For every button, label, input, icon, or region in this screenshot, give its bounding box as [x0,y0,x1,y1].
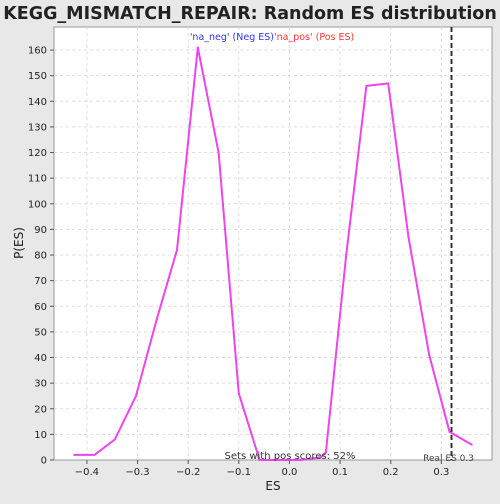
x-tick-label: −0.2 [176,467,200,478]
es-data-point [407,236,410,239]
y-tick-label: 50 [34,327,47,338]
es-data-point [319,456,322,459]
x-tick-label: 0.0 [282,467,298,478]
es-data-point [258,459,261,461]
y-tick-label: 110 [28,174,47,185]
es-data-point [387,82,390,85]
legend-pos-label: 'na_pos' (Pos ES) [274,32,354,43]
es-data-point [448,430,451,433]
y-tick-label: 120 [28,148,47,159]
x-tick-label: 0.3 [433,467,449,478]
es-data-point [345,254,348,257]
y-tick-label: 40 [34,353,47,364]
real-es-label: Real ES 0.3 [423,454,474,464]
y-tick-label: 0 [41,456,47,467]
plot-area [53,26,493,461]
y-axis-label: P(ES) [12,227,26,259]
es-data-point [217,151,220,154]
y-tick-label: 10 [34,430,47,441]
es-data-point [93,453,96,456]
es-data-point [279,459,282,461]
tick-layer: 0 10 20 30 40 50 60 70 80 90 100 110 120 130 140 150 160… [28,46,449,478]
legend-neg-label: 'na_neg' (Neg ES) [190,32,274,43]
x-tick-label: 0.2 [383,467,399,478]
y-tick-label: 100 [28,199,47,210]
x-tick-label: −0.4 [75,467,99,478]
chart-title: KEGG_MISMATCH_REPAIR: Random ES distribu… [3,4,497,24]
y-tick-label: 140 [28,97,47,108]
es-data-point [73,453,76,456]
y-tick-label: 80 [34,251,47,262]
es-data-point [135,394,138,397]
es-data-point [113,438,116,441]
y-tick-label: 160 [28,46,47,57]
y-tick-label: 90 [34,225,47,236]
es-data-point [299,459,302,461]
es-data-point [176,248,179,251]
es-data-point [155,318,158,321]
y-tick-label: 130 [28,122,47,133]
es-data-point [237,392,240,395]
es-data-point [324,451,327,454]
y-tick-label: 150 [28,71,47,82]
x-tick-label: 0.1 [332,467,348,478]
y-tick-label: 30 [34,379,47,390]
es-data-point [196,46,199,49]
y-tick-label: 70 [34,276,47,287]
es-data-point [470,443,473,446]
series-layer [73,46,473,461]
y-tick-label: 60 [34,302,47,313]
x-tick-label: −0.1 [227,467,251,478]
es-data-point [428,353,431,356]
x-axis-label: ES [265,479,280,493]
y-tick-label: 20 [34,404,47,415]
x-tick-label: −0.3 [125,467,149,478]
pos-scores-annotation: Sets with pos scores: 52% [225,451,356,462]
es-data-point [365,84,368,87]
